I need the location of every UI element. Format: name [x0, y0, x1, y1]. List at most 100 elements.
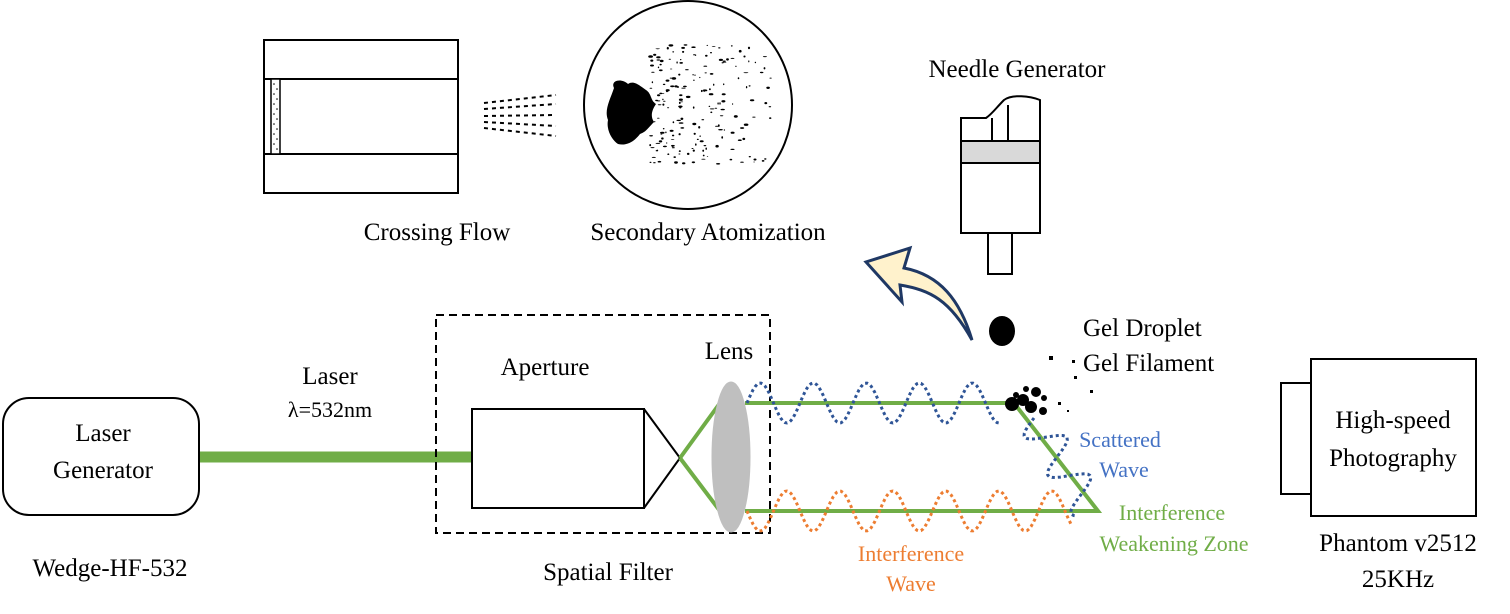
atomized-particle	[748, 85, 751, 87]
atomized-particle	[735, 65, 737, 67]
atomized-particle	[708, 105, 711, 107]
atomized-particle	[699, 76, 701, 79]
atomized-particle	[655, 48, 660, 50]
atomized-particle	[703, 145, 707, 147]
mesh-dot	[273, 113, 275, 115]
atomized-particle	[763, 67, 766, 70]
atomized-particle	[719, 115, 724, 117]
atomized-particle	[705, 147, 707, 150]
atomized-particle	[678, 122, 684, 124]
atomized-particle	[678, 98, 683, 101]
atomized-particle	[649, 135, 653, 137]
atomized-particle	[657, 160, 662, 163]
mesh-dot	[276, 108, 278, 110]
atomized-particle	[693, 132, 696, 135]
atomized-particle	[655, 142, 661, 144]
atomized-particle	[667, 153, 670, 155]
atomized-particle	[680, 59, 682, 61]
mesh-dot	[273, 123, 275, 125]
atomized-particle	[678, 153, 681, 155]
atomized-particle	[656, 56, 661, 59]
atomized-particle	[753, 158, 757, 161]
atomized-particle	[665, 89, 669, 93]
atomized-particle	[692, 149, 695, 152]
atomized-particle	[691, 161, 696, 164]
atomized-particle	[769, 77, 772, 79]
atomized-particles	[648, 44, 772, 165]
atomized-particle	[671, 145, 674, 147]
atomized-particle	[718, 129, 723, 131]
atomized-particle	[720, 108, 725, 111]
atomized-particle	[700, 89, 703, 93]
atomized-particle	[732, 103, 734, 105]
needle-generator	[960, 95, 1041, 275]
atomized-particle	[721, 136, 724, 139]
mesh-dot	[276, 98, 278, 100]
curved-arrow	[863, 245, 974, 341]
atomized-particle	[743, 72, 749, 74]
atomized-particle	[718, 58, 724, 62]
atomized-particle	[673, 156, 676, 159]
atomized-particle	[706, 156, 709, 157]
atomized-particle	[672, 121, 675, 124]
atomized-particle	[660, 131, 665, 134]
atomized-particle	[695, 54, 697, 56]
atomized-particle	[717, 102, 719, 105]
atomized-particle	[701, 119, 705, 121]
interference-zone-label-line2: Weakening Zone	[1099, 531, 1248, 556]
needle-nozzle	[987, 232, 1013, 275]
atomized-particle	[666, 46, 669, 50]
atomized-particle	[670, 139, 675, 141]
atomized-particle	[667, 107, 670, 109]
atomized-particle	[737, 77, 740, 80]
atomized-particle	[706, 44, 709, 46]
atomized-particle	[683, 85, 687, 88]
atomized-particle	[671, 134, 675, 137]
atomized-particle	[709, 73, 714, 75]
atomized-particle	[678, 73, 681, 76]
needle-generator-label: Needle Generator	[929, 56, 1107, 83]
atomized-particle	[730, 148, 735, 150]
atomized-particle	[722, 60, 726, 62]
laser-generator-model: Wedge-HF-532	[33, 555, 188, 582]
atomized-particle	[719, 102, 721, 105]
gel-droplet-label: Gel Droplet	[1083, 315, 1202, 342]
atomized-particle	[721, 62, 724, 64]
atomized-particle	[761, 160, 765, 162]
atomized-particle	[660, 133, 663, 135]
atomized-particle	[686, 152, 690, 155]
gel-filament-dots	[1049, 356, 1093, 412]
mesh-dots	[273, 83, 278, 150]
atomized-particle	[650, 64, 654, 67]
atomized-particle	[709, 88, 711, 91]
atomized-particle	[722, 61, 727, 63]
atomized-particle	[653, 53, 657, 56]
laser-generator-box	[2, 397, 200, 516]
scattered-wave-label-line2: Wave	[1099, 457, 1149, 482]
atomized-particle	[698, 126, 701, 129]
camera-label-line1: High-speed	[1335, 407, 1451, 434]
atomized-particle	[650, 59, 654, 62]
atomized-particle	[691, 46, 696, 48]
atomized-particle	[718, 47, 721, 49]
atomizing-droplet	[606, 80, 656, 145]
atomized-particle	[651, 81, 654, 84]
atomized-particle	[652, 102, 655, 104]
atomized-particle	[649, 144, 652, 147]
atomized-particle	[668, 58, 671, 60]
scattered-wave-diagonal	[1022, 417, 1093, 518]
interference-zone-label-line1: Interference	[1119, 500, 1225, 525]
high-speed-camera	[1280, 358, 1477, 517]
atomized-particle	[764, 158, 767, 160]
atomized-particle	[671, 147, 675, 149]
atomized-particle	[693, 54, 695, 56]
mesh-dot	[276, 88, 278, 90]
scattered-wave-path	[745, 381, 1002, 425]
atomized-particle	[661, 93, 665, 94]
spatial-filter-label: Spatial Filter	[543, 559, 674, 586]
atomized-particle	[668, 44, 674, 47]
atomized-particle	[730, 57, 735, 59]
atomized-particle	[680, 127, 685, 129]
crossing-flow-label: Crossing Flow	[364, 219, 511, 246]
